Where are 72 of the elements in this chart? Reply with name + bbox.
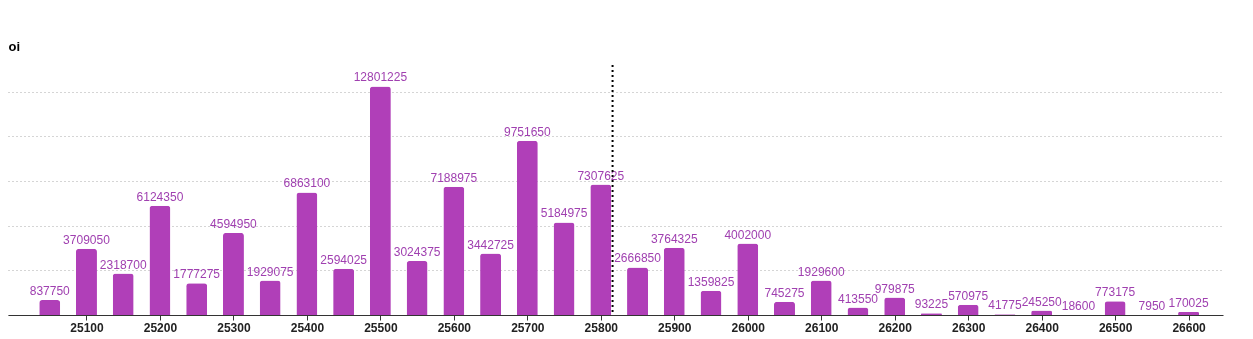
bar	[700, 290, 722, 315]
bar	[773, 301, 795, 315]
data-label: 12801225	[353, 70, 408, 85]
x-tick-label: 25300	[217, 320, 251, 335]
data-label: 745275	[764, 285, 805, 300]
data-label: 1359825	[687, 274, 735, 289]
data-label: 3764325	[650, 231, 698, 246]
data-label: 2594025	[320, 252, 368, 267]
x-tick-label: 25700	[511, 320, 545, 335]
x-tick-label: 25600	[437, 320, 472, 335]
bar	[75, 248, 97, 315]
x-tick-label: 25400	[290, 320, 325, 335]
x-tick-label: 25800	[584, 320, 619, 335]
data-label: 1777275	[173, 267, 221, 282]
y-axis-title: oi	[8, 38, 21, 54]
bar	[810, 280, 832, 315]
data-label: 3442725	[467, 237, 515, 252]
bar	[149, 205, 171, 315]
bar	[663, 247, 685, 315]
bar	[884, 297, 906, 315]
data-label: 6124350	[136, 189, 184, 204]
data-label: 7307625	[577, 168, 625, 183]
data-label: 570975	[948, 288, 989, 303]
bar	[333, 268, 355, 315]
x-tick-label: 25200	[143, 320, 178, 335]
data-label: 93225	[914, 297, 949, 312]
x-tick-label: 26000	[731, 320, 766, 335]
data-label: 5184975	[540, 206, 588, 221]
data-label: 837750	[29, 284, 71, 299]
data-label: 7950	[1138, 298, 1166, 313]
x-tick-label: 25100	[70, 320, 104, 335]
x-tick-label: 26100	[805, 320, 839, 335]
data-label: 1929600	[797, 264, 845, 279]
x-tick-label: 25900	[658, 320, 692, 335]
data-label: 2666850	[614, 251, 662, 266]
bar	[39, 300, 61, 315]
bar	[406, 260, 428, 315]
bar	[590, 184, 612, 315]
data-label: 9751650	[503, 124, 552, 139]
bar	[516, 140, 538, 315]
bar	[259, 280, 281, 315]
data-label: 4002000	[724, 227, 772, 242]
x-tick-label: 25500	[364, 320, 398, 335]
bar	[553, 222, 575, 315]
x-tick-label: 26300	[952, 320, 986, 335]
bar	[627, 267, 649, 315]
data-label: 3024375	[393, 244, 441, 259]
bar	[737, 243, 759, 315]
data-label: 41775	[988, 298, 1022, 313]
x-tick-label: 26500	[1098, 320, 1133, 335]
data-label: 3709050	[63, 232, 111, 247]
bar	[112, 273, 134, 315]
data-label: 4594950	[210, 216, 258, 231]
bar	[296, 192, 318, 315]
x-tick-label: 26400	[1025, 320, 1060, 335]
x-tick-label: 26200	[878, 320, 913, 335]
bar	[957, 304, 979, 315]
data-label: 245250	[1021, 294, 1062, 309]
bar	[1178, 311, 1200, 315]
data-label: 6863100	[283, 176, 331, 191]
bar	[480, 253, 502, 315]
data-label: 7188975	[430, 170, 478, 185]
x-tick-label: 26600	[1172, 320, 1207, 335]
bar	[443, 186, 465, 315]
bar	[222, 232, 244, 315]
data-label: 2318700	[99, 257, 147, 272]
data-label: 170025	[1168, 295, 1209, 310]
bar	[369, 86, 391, 315]
bar	[186, 283, 208, 315]
data-label: 773175	[1095, 285, 1136, 300]
data-label: 1929075	[246, 264, 294, 279]
data-label: 18600	[1061, 298, 1096, 313]
